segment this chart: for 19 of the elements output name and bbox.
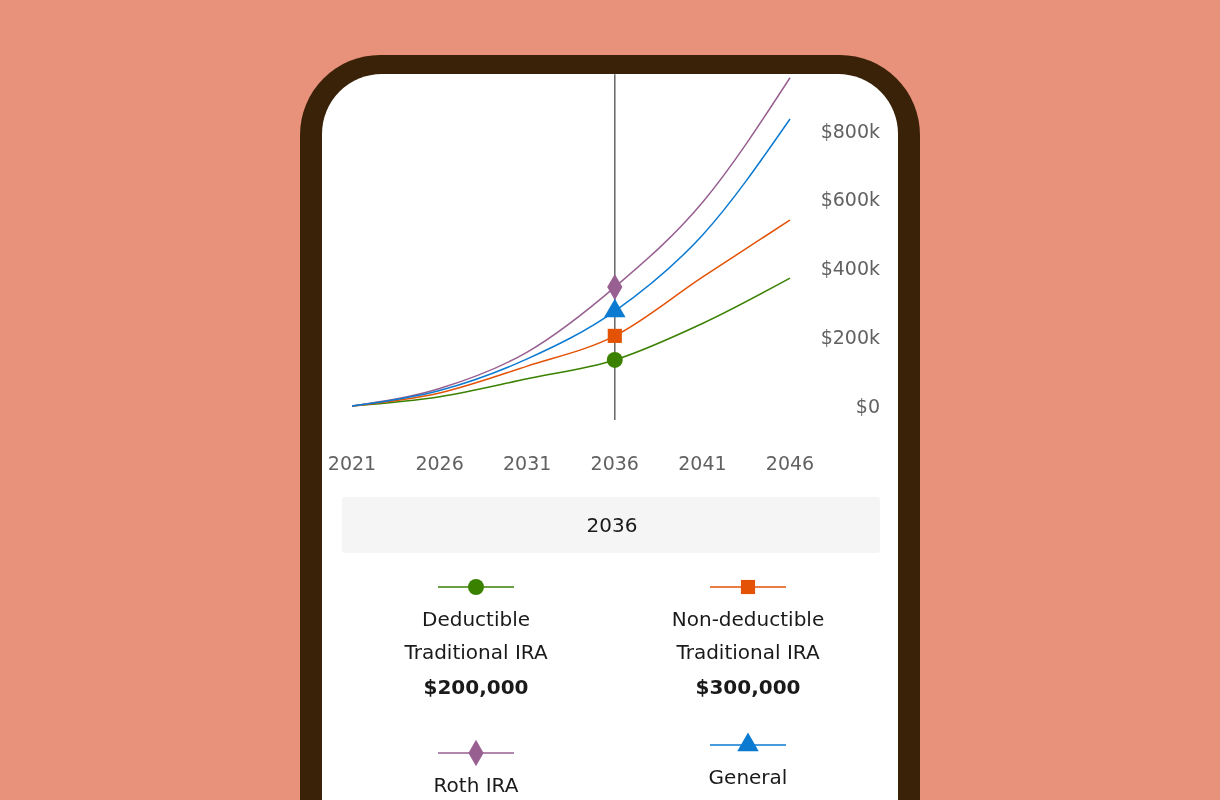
y-tick-label: $200k (820, 325, 880, 348)
line-series (351, 277, 791, 407)
y-tick-label: $800k (820, 119, 880, 142)
y-tick-label: $0 (855, 394, 880, 417)
legend-label: General (708, 765, 788, 789)
x-tick-label: 2021 (327, 451, 377, 474)
x-tick-label: 2036 (590, 451, 639, 474)
text: 2036 (586, 513, 638, 537)
text: $200,000 (423, 675, 529, 699)
x-tick-label: 2026 (415, 451, 464, 474)
x-tick-label: 2041 (678, 451, 727, 474)
x-tick-label: 2046 (765, 451, 815, 474)
legend-label: Non-deductible Traditional IRA (671, 607, 825, 664)
legend-label: Roth IRA (433, 773, 519, 797)
legend-label: Deductible Traditional IRA (403, 607, 548, 664)
text: $300,000 (695, 675, 801, 699)
y-tick-label: $600k (820, 188, 880, 211)
x-tick-label: 2031 (503, 451, 552, 474)
y-tick-label: $400k (820, 257, 880, 280)
